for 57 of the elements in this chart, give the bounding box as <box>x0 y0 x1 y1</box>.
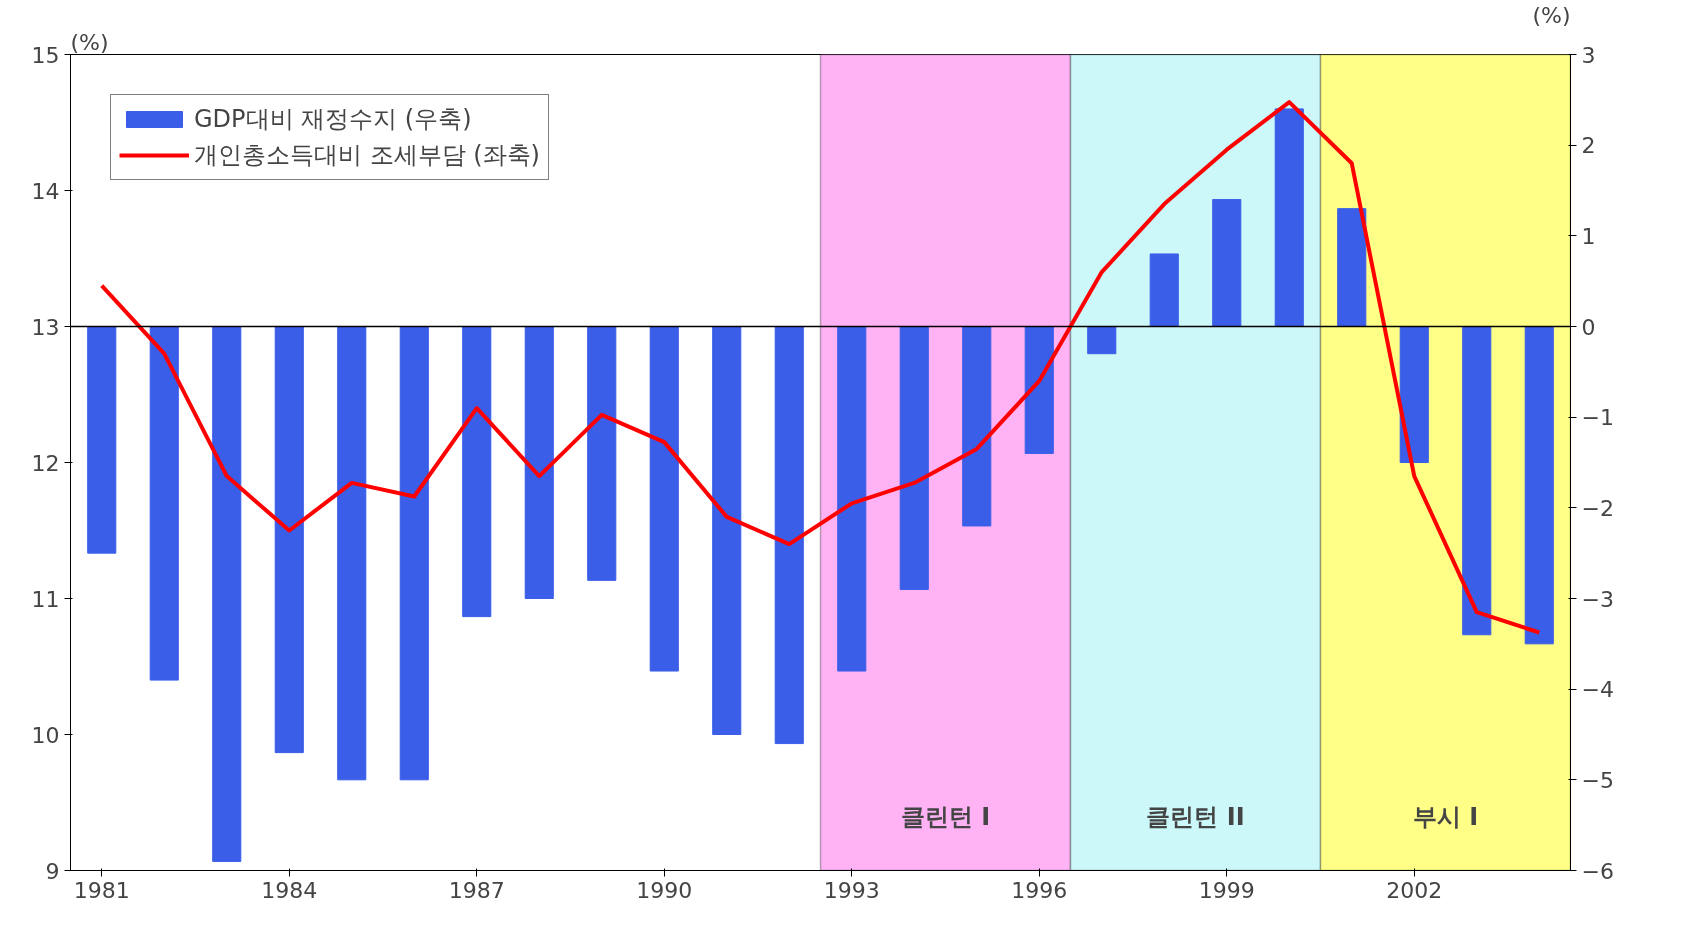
y2-tick-label: −2 <box>1581 495 1614 521</box>
y-tick-label: 12 <box>31 450 60 476</box>
y-tick-label: 14 <box>31 178 60 204</box>
bar <box>149 326 179 681</box>
bar <box>774 326 804 745</box>
x-tick-label: 1999 <box>1198 877 1255 903</box>
y-tick-label: 11 <box>31 586 60 612</box>
bar <box>87 326 117 554</box>
band-label: 클린턴 I <box>900 802 991 831</box>
bar <box>274 326 304 754</box>
bar <box>962 326 992 527</box>
bar <box>712 326 742 735</box>
y-tick-label: 13 <box>31 314 60 340</box>
y2-tick-label: 3 <box>1581 42 1596 68</box>
y2-tick-label: 2 <box>1581 133 1596 159</box>
legend-label: GDP대비 재정수지 (우축) <box>194 104 472 135</box>
x-tick-label: 1996 <box>1011 877 1068 903</box>
bar <box>524 326 554 599</box>
x-tick-label: 1981 <box>73 877 130 903</box>
y-tick-label: 15 <box>31 42 60 68</box>
bar <box>462 326 492 618</box>
bar <box>1024 326 1054 454</box>
y-tick-label: 10 <box>31 722 60 748</box>
y2-tick-label: −4 <box>1581 677 1614 703</box>
y2-tick-label: 1 <box>1581 223 1596 249</box>
y2-tick-label: −3 <box>1581 586 1614 612</box>
bar <box>399 326 429 781</box>
bar <box>1212 199 1242 327</box>
bar <box>1337 208 1367 327</box>
bar <box>212 326 242 862</box>
bar <box>899 326 929 590</box>
y-axis-title: (%) <box>70 29 109 55</box>
bar <box>587 326 617 581</box>
bar <box>1087 326 1117 355</box>
bar <box>1462 326 1492 636</box>
y2-tick-label: −5 <box>1581 767 1614 793</box>
bar <box>649 326 679 672</box>
x-tick-label: 2002 <box>1386 877 1443 903</box>
x-tick-label: 1993 <box>823 877 880 903</box>
x-tick-label: 1990 <box>636 877 693 903</box>
bar <box>337 326 367 781</box>
band-label: 부시 I <box>1412 802 1479 831</box>
bar <box>837 326 867 672</box>
legend-label: 개인총소득대비 조세부담 (좌축) <box>194 140 540 171</box>
y2-tick-label: 0 <box>1581 314 1596 340</box>
line-series <box>99 100 1542 635</box>
bar <box>1149 253 1179 327</box>
x-tick-label: 1984 <box>261 877 318 903</box>
x-tick-label: 1987 <box>448 877 505 903</box>
band-label: 클린턴 II <box>1146 802 1245 831</box>
y2-tick-label: −1 <box>1581 405 1614 431</box>
bar <box>1399 326 1429 463</box>
bar <box>1524 326 1554 645</box>
y2-axis-title: (%) <box>1532 2 1571 28</box>
bar <box>1274 108 1304 327</box>
y-tick-label: 9 <box>45 858 60 884</box>
y2-tick-label: −6 <box>1581 858 1614 884</box>
